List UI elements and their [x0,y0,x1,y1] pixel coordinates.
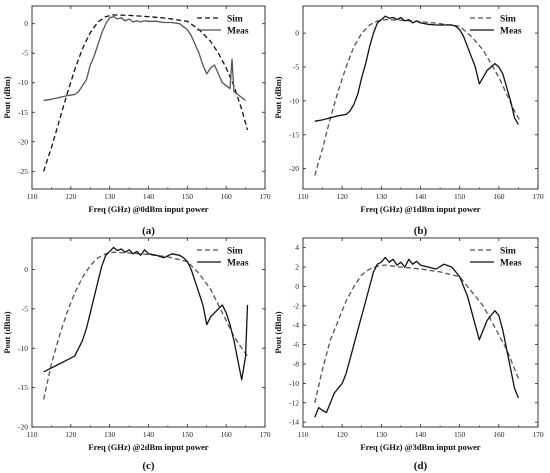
y-axis-title: Pout (dBm) [273,311,283,353]
series-line-sim [314,18,521,176]
x-tick-label: 110 [298,192,309,201]
series-line-meas [314,256,520,418]
y-tick-label: 0 [24,19,28,28]
chart-panel-4: 110 120 130 140 150 160 170 4 2 0 -2 -4 -6 -8 -10 -12 -1… [273,237,544,472]
x-tick-label: 110 [298,430,309,439]
legend-label-meas: Meas [500,259,522,269]
x-tick-label: 150 [454,192,466,201]
x-tick-label: 140 [143,430,155,439]
series-line-sim [42,14,249,172]
x-tick-label: 170 [259,192,271,201]
x-tick-label: 110 [27,192,38,201]
x-tick-label: 120 [65,430,77,439]
series-line-meas [43,246,249,381]
y-tick-label: -5 [22,304,28,313]
legend-label-meas: Meas [227,259,249,269]
x-axis-title: Freq (GHz) @2dBm input power [88,442,208,452]
y-tick-label: -5 [22,49,28,58]
x-tick-label: 160 [493,192,505,201]
y-tick-label: -5 [293,63,299,72]
y-tick-label: -15 [18,108,28,117]
y-tick-label: -25 [18,167,28,176]
panel-label: (c) [142,460,155,472]
y-tick-label: -14 [289,418,299,427]
x-tick-label: 160 [493,430,505,439]
panel-label: (a) [142,225,155,237]
y-tick-label: -20 [18,423,28,432]
x-tick-label: 150 [182,430,194,439]
y-tick-label: 0 [295,29,299,38]
series-line-meas [314,15,519,125]
panel-label: (d) [414,460,428,472]
legend-label-meas: Meas [227,27,249,37]
chart-panel-1: 110 120 130 140 150 160 170 0 -5 -10 -15 -20 -25 Sim M… [2,5,271,237]
x-tick-label: 160 [221,430,233,439]
y-tick-label: 4 [295,243,299,252]
y-axis-title: Pout (dBm) [2,311,12,353]
y-tick-label: -6 [293,340,299,349]
y-tick-label: -2 [293,301,299,310]
panel-label: (b) [414,225,428,237]
x-tick-label: 140 [415,192,427,201]
x-tick-label: 140 [143,192,155,201]
legend-label-sim: Sim [227,15,243,25]
x-tick-label: 140 [415,430,427,439]
x-axis-title: Freq (GHz) @0dBm input power [88,204,208,214]
y-tick-label: -12 [289,398,299,407]
y-tick-label: -10 [18,344,28,353]
series-line-meas [43,15,246,102]
x-tick-label: 130 [376,430,388,439]
y-tick-label: -20 [18,137,28,146]
x-tick-label: 130 [104,430,116,439]
x-axis-title: Freq (GHz) @3dBm input power [360,442,480,452]
y-tick-label: -10 [289,379,299,388]
legend-label-sim: Sim [227,247,243,257]
y-tick-label: 2 [295,263,299,272]
series-line-sim [314,264,520,403]
y-tick-label: -8 [293,360,299,369]
y-tick-label: -20 [289,164,299,173]
x-tick-label: 120 [337,192,349,201]
x-axis-title: Freq (GHz) @1dBm input power [360,204,480,214]
y-axis-title: Pout (dBm) [2,76,12,118]
x-tick-label: 160 [221,192,233,201]
y-tick-label: 0 [295,282,299,291]
x-tick-label: 120 [337,430,349,439]
chart-panel-2: 110 120 130 140 150 160 170 0 -5 -10 -15 -20 Sim Meas… [273,5,544,237]
x-tick-label: 170 [532,430,544,439]
chart-panel-3: 110 120 130 140 150 160 170 0 -5 -10 -15 -20 Sim Meas… [2,237,271,472]
x-tick-label: 170 [259,430,271,439]
y-axis-title: Pout (dBm) [273,76,283,118]
x-tick-label: 120 [65,192,77,201]
series-line-sim [42,251,249,400]
x-tick-label: 130 [104,192,116,201]
y-tick-label: -10 [18,78,28,87]
y-tick-label: -10 [289,96,299,105]
x-tick-label: 150 [182,192,194,201]
legend-label-sim: Sim [500,15,516,25]
x-tick-label: 110 [27,430,38,439]
x-tick-label: 170 [532,192,544,201]
x-tick-label: 150 [454,430,466,439]
x-tick-label: 130 [376,192,388,201]
y-tick-label: -15 [18,383,28,392]
y-tick-label: -4 [293,321,299,330]
legend-label-sim: Sim [500,247,516,257]
legend-label-meas: Meas [500,27,522,37]
y-tick-label: -15 [289,130,299,139]
y-tick-label: 0 [24,265,28,274]
